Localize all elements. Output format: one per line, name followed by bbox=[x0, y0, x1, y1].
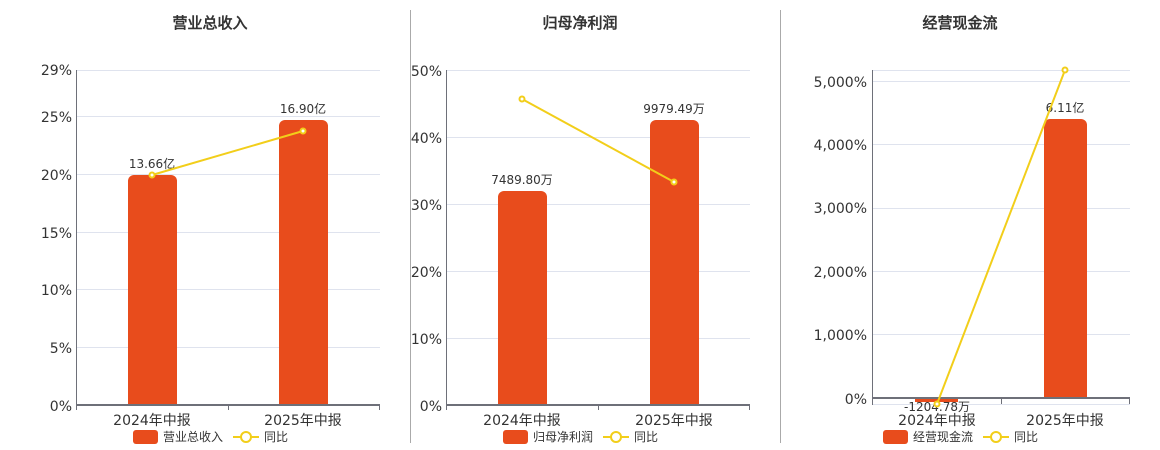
y-tick: 50% bbox=[411, 64, 442, 80]
bar-2024[interactable] bbox=[498, 191, 547, 405]
yoy-line bbox=[151, 130, 304, 176]
y-tick: 5,000% bbox=[814, 75, 867, 91]
y-tick: 4,000% bbox=[814, 138, 867, 154]
yoy-point[interactable] bbox=[670, 178, 678, 186]
bar-2025[interactable] bbox=[279, 120, 328, 405]
bar-legend-label[interactable]: 营业总收入 bbox=[163, 430, 224, 444]
y-tick: 25% bbox=[41, 110, 72, 126]
bar-legend-label[interactable]: 归母净利润 bbox=[533, 430, 594, 444]
line-legend-label[interactable]: 同比 bbox=[634, 430, 659, 444]
bar-value-label: 16.90亿 bbox=[280, 101, 326, 116]
legend: 营业总收入 同比 bbox=[133, 428, 288, 445]
y-tick: 0% bbox=[845, 392, 867, 408]
yoy-point[interactable] bbox=[518, 95, 526, 103]
bar-value-label: 6.11亿 bbox=[1046, 100, 1085, 115]
yoy-point[interactable] bbox=[933, 400, 941, 408]
line-legend-icon[interactable] bbox=[233, 430, 260, 444]
y-tick: 5% bbox=[50, 341, 72, 357]
y-axis-labels: 50% 40% 30% 20% 10% 0% bbox=[411, 64, 442, 415]
yoy-point[interactable] bbox=[299, 127, 307, 135]
bar-2025[interactable] bbox=[650, 120, 699, 405]
yoy-point[interactable] bbox=[1061, 66, 1069, 74]
bar-legend-swatch[interactable] bbox=[133, 429, 158, 444]
x-tick: 2024年中报 bbox=[898, 413, 976, 429]
y-axis-labels: 5,000% 4,000% 3,000% 2,000% 1,000% 0% bbox=[814, 75, 867, 408]
chart-plot-area: 50% 40% 30% 20% 10% 0% 2024年中报 2025年中报 7… bbox=[411, 64, 750, 429]
yoy-line bbox=[936, 69, 1066, 405]
y-tick: 3,000% bbox=[814, 201, 867, 217]
bar-2024[interactable] bbox=[915, 398, 958, 402]
y-tick: 0% bbox=[420, 399, 442, 415]
line-legend-label[interactable]: 同比 bbox=[1014, 430, 1039, 444]
yoy-point[interactable] bbox=[148, 171, 156, 179]
y-tick: 10% bbox=[411, 332, 442, 348]
chart-title: 归母净利润 bbox=[542, 14, 618, 32]
legend: 归母净利润 同比 bbox=[503, 428, 658, 445]
y-tick: 15% bbox=[41, 226, 72, 242]
line-legend-icon[interactable] bbox=[983, 430, 1010, 444]
panel-divider bbox=[410, 10, 411, 443]
chart-panel-revenue: 营业总收入 29% 25% 20% 15% 10% 5% 0% 2024年中报 … bbox=[0, 0, 400, 450]
chart-panel-net-profit: 归母净利润 50% 40% 30% 20% 10% 0% 2024年中报 202… bbox=[411, 14, 750, 445]
bar-value-label: 13.66亿 bbox=[129, 156, 175, 171]
chart-title: 经营现金流 bbox=[922, 14, 998, 32]
y-tick: 40% bbox=[411, 131, 442, 147]
y-axis-labels: 29% 25% 20% 15% 10% 5% 0% bbox=[41, 63, 72, 415]
line-legend-icon[interactable] bbox=[603, 430, 630, 444]
bar-value-label: 7489.80万 bbox=[491, 173, 553, 187]
y-tick: 1,000% bbox=[814, 328, 867, 344]
chart-plot-area: 29% 25% 20% 15% 10% 5% 0% 2024年中报 2025年中… bbox=[41, 63, 380, 429]
y-tick: 0% bbox=[50, 399, 72, 415]
bar-legend-swatch[interactable] bbox=[883, 429, 908, 444]
panel-divider bbox=[780, 10, 781, 443]
y-tick: 29% bbox=[41, 63, 72, 79]
y-tick: 2,000% bbox=[814, 265, 867, 281]
bar-legend-swatch[interactable] bbox=[503, 429, 528, 444]
y-tick: 20% bbox=[41, 168, 72, 184]
bar-value-label: 9979.49万 bbox=[643, 102, 705, 116]
legend: 经营现金流 同比 bbox=[883, 428, 1038, 445]
gridlines bbox=[446, 70, 750, 339]
x-tick: 2024年中报 bbox=[483, 413, 561, 429]
x-tick: 2025年中报 bbox=[635, 413, 713, 429]
bar-legend-label[interactable]: 经营现金流 bbox=[913, 430, 974, 444]
bar-2025[interactable] bbox=[1044, 119, 1087, 398]
yoy-line bbox=[521, 98, 675, 183]
line-legend-label[interactable]: 同比 bbox=[264, 430, 289, 444]
y-tick: 20% bbox=[411, 265, 442, 281]
chart-title: 营业总收入 bbox=[172, 14, 248, 32]
bar-2024[interactable] bbox=[128, 175, 177, 405]
x-tick: 2025年中报 bbox=[264, 413, 342, 429]
y-tick: 10% bbox=[41, 283, 72, 299]
y-tick: 30% bbox=[411, 198, 442, 214]
x-tick: 2024年中报 bbox=[113, 413, 191, 429]
gridlines bbox=[76, 70, 380, 348]
x-tick: 2025年中报 bbox=[1026, 413, 1104, 429]
